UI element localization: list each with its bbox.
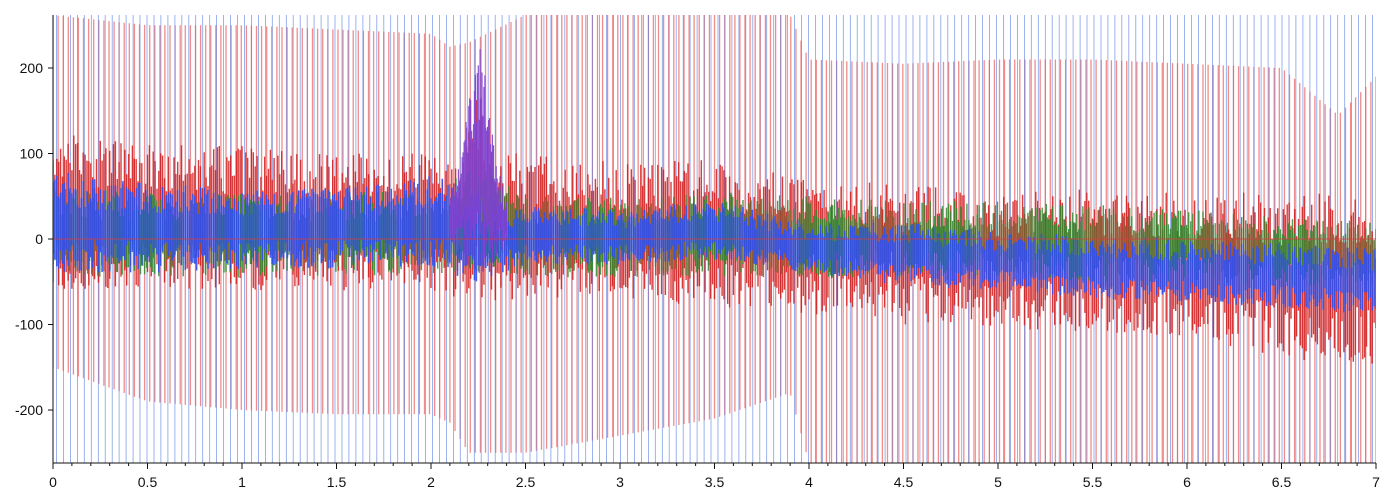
purple-highlight-lines: [449, 49, 508, 273]
x-axis: 0 0.5 1 1.5 2 2.5 3 3.5 4 4.5 5 5.5 6 6.5 7: [49, 463, 1380, 490]
x-tick-label: 4: [805, 474, 813, 490]
x-tick-label: 5.5: [1083, 474, 1103, 490]
x-tick-label: 3.5: [705, 474, 725, 490]
x-tick-label: 4.5: [894, 474, 914, 490]
y-tick-label: 100: [20, 146, 44, 162]
y-tick-label: 0: [35, 231, 43, 247]
y-tick-label: 200: [20, 60, 44, 76]
x-tick-label: 6: [1183, 474, 1191, 490]
x-tick-label: 0: [49, 474, 57, 490]
x-tick-label: 6.5: [1272, 474, 1292, 490]
x-tick-label: 2: [427, 474, 435, 490]
x-tick-label: 7: [1372, 474, 1380, 490]
y-tick-label: -200: [15, 402, 43, 418]
y-axis: 200 100 0 -100 -200: [15, 60, 53, 418]
x-tick-label: 1: [238, 474, 246, 490]
x-tick-label: 1.5: [327, 474, 347, 490]
x-tick-label: 3: [616, 474, 624, 490]
y-tick-label: -100: [15, 316, 43, 332]
purple-highlight-series: [449, 49, 508, 273]
x-tick-label: 0.5: [138, 474, 158, 490]
plot-area: [53, 15, 1376, 463]
x-tick-label: 5: [994, 474, 1002, 490]
x-tick-label: 2.5: [516, 474, 536, 490]
